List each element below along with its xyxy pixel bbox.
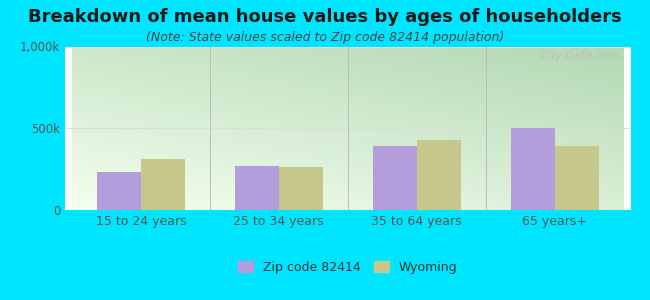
Bar [279, 167, 323, 210]
Text: City-Data.com: City-Data.com [533, 51, 619, 62]
Text: Breakdown of mean house values by ages of householders: Breakdown of mean house values by ages o… [28, 8, 622, 26]
Bar [554, 146, 599, 210]
Bar [372, 146, 417, 210]
Bar [510, 128, 554, 210]
Bar [141, 159, 185, 210]
Bar [97, 172, 141, 210]
Legend: Zip code 82414, Wyoming: Zip code 82414, Wyoming [233, 256, 462, 279]
Bar [417, 140, 461, 210]
Text: (Note: State values scaled to Zip code 82414 population): (Note: State values scaled to Zip code 8… [146, 32, 504, 44]
Bar [235, 166, 279, 210]
